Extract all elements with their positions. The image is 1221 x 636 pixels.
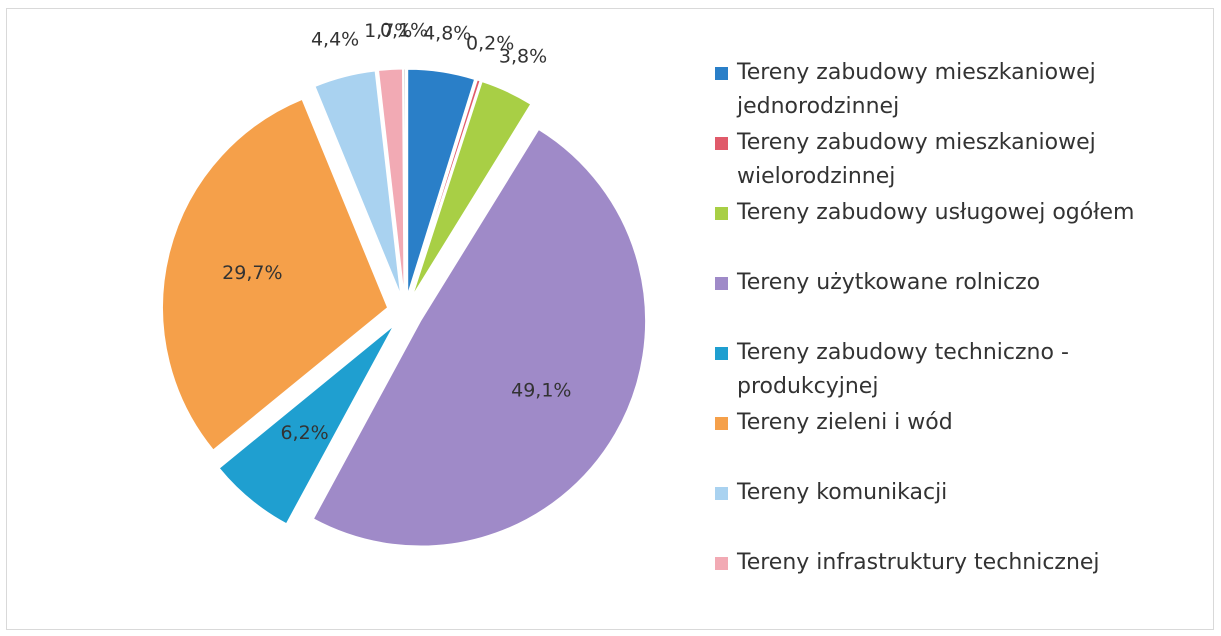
data-label: 49,1% (511, 379, 571, 401)
legend-swatch (715, 347, 728, 360)
legend-label: Tereny komunikacji (737, 480, 948, 505)
pie-slice (403, 68, 406, 295)
legend-swatch (715, 207, 728, 220)
pie-slice (377, 68, 405, 295)
legend-item: Tereny zabudowy mieszkaniowej jednorodzi… (715, 56, 1207, 124)
pie-slice (407, 68, 476, 295)
legend-label: Tereny zieleni i wód (737, 410, 953, 435)
pie-slice (314, 70, 402, 295)
legend-item: Tereny zabudowy techniczno - produkcyjne… (715, 336, 1207, 404)
legend-item: Tereny infrastruktury technicznej (715, 546, 1207, 580)
legend-swatch (715, 417, 728, 430)
pie-slice (218, 325, 394, 525)
legend-label: Tereny zabudowy mieszkaniowej jednorodzi… (737, 60, 1096, 119)
data-label: 0,1% (380, 20, 428, 42)
pie-slice (312, 128, 646, 547)
chart-frame (6, 8, 1214, 630)
legend-label: Tereny zabudowy usługowej ogółem (737, 200, 1135, 225)
legend-swatch (715, 67, 728, 80)
legend-label: Tereny zabudowy techniczno - produkcyjne… (737, 340, 1069, 399)
legend-label: Tereny infrastruktury technicznej (737, 550, 1100, 575)
pie-slice (412, 81, 532, 296)
legend-item: Tereny zieleni i wód (715, 406, 1207, 440)
data-label: 0,2% (466, 33, 514, 55)
data-label: 4,4% (311, 28, 359, 50)
legend-label: Tereny zabudowy mieszkaniowej wielorodzi… (737, 130, 1096, 189)
legend-item: Tereny zabudowy usługowej ogółem (715, 196, 1207, 230)
data-label: 4,8% (423, 23, 471, 45)
legend-item: Tereny zabudowy mieszkaniowej wielorodzi… (715, 126, 1207, 194)
legend-swatch (715, 137, 728, 150)
legend-swatch (715, 487, 728, 500)
pie-slice (162, 98, 389, 451)
data-label: 6,2% (280, 422, 328, 444)
legend-item: Tereny użytkowane rolniczo (715, 266, 1207, 300)
legend-label: Tereny użytkowane rolniczo (737, 270, 1041, 295)
data-label: 1,7% (364, 20, 412, 42)
legend-item: Tereny komunikacji (715, 476, 1207, 510)
data-label: 29,7% (222, 262, 282, 284)
legend-swatch (715, 557, 728, 570)
legend-swatch (715, 277, 728, 290)
pie-slice (409, 79, 481, 296)
data-label: 3,8% (499, 45, 547, 67)
